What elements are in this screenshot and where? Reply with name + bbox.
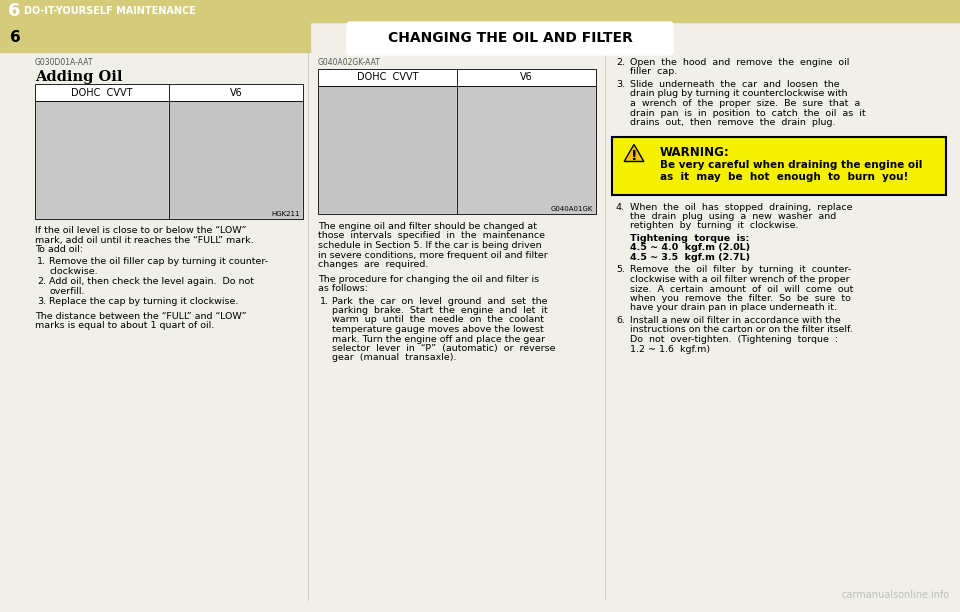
Text: The engine oil and filter should be changed at: The engine oil and filter should be chan… — [318, 222, 537, 231]
Text: schedule in Section 5. If the car is being driven: schedule in Section 5. If the car is bei… — [318, 241, 541, 250]
Text: HGK211: HGK211 — [272, 211, 300, 217]
Text: filler  cap.: filler cap. — [630, 67, 677, 76]
Text: Install a new oil filter in accordance with the: Install a new oil filter in accordance w… — [630, 316, 841, 325]
Bar — [170, 102, 302, 218]
Text: Slide  underneath  the  car  and  loosen  the: Slide underneath the car and loosen the — [630, 80, 840, 89]
Text: warm  up  until  the  needle  on  the  coolant: warm up until the needle on the coolant — [332, 316, 544, 324]
Text: Park  the  car  on  level  ground  and  set  the: Park the car on level ground and set the — [332, 296, 547, 305]
Text: mark, add oil until it reaches the “FULL” mark.: mark, add oil until it reaches the “FULL… — [35, 236, 253, 245]
Text: To add oil:: To add oil: — [35, 245, 83, 254]
Polygon shape — [624, 144, 644, 162]
Text: DO-IT-YOURSELF MAINTENANCE: DO-IT-YOURSELF MAINTENANCE — [24, 6, 196, 16]
Text: retighten  by  turning  it  clockwise.: retighten by turning it clockwise. — [630, 222, 799, 231]
Text: 6: 6 — [8, 2, 20, 20]
Text: drains  out,  then  remove  the  drain  plug.: drains out, then remove the drain plug. — [630, 118, 835, 127]
Text: 1.: 1. — [320, 296, 329, 305]
Text: 1.2 ~ 1.6  kgf.m): 1.2 ~ 1.6 kgf.m) — [630, 345, 710, 354]
Text: WARNING:: WARNING: — [660, 146, 730, 160]
Text: carmanualsonline.info: carmanualsonline.info — [842, 590, 950, 600]
Bar — [319, 87, 456, 213]
Bar — [612, 136, 946, 195]
Text: temperature gauge moves above the lowest: temperature gauge moves above the lowest — [332, 325, 543, 334]
Bar — [318, 86, 596, 214]
Text: Tightening  torque  is:: Tightening torque is: — [630, 234, 749, 243]
Text: 3.: 3. — [37, 297, 46, 307]
Text: Remove the oil filler cap by turning it counter-: Remove the oil filler cap by turning it … — [49, 258, 268, 266]
Text: V6: V6 — [520, 72, 533, 83]
Text: Do  not  over-tighten.  (Tightening  torque  :: Do not over-tighten. (Tightening torque … — [630, 335, 838, 344]
Text: Add oil, then check the level again.  Do not: Add oil, then check the level again. Do … — [49, 277, 254, 286]
Text: DOHC  CVVT: DOHC CVVT — [357, 72, 419, 83]
Text: 4.5 ~ 3.5  kgf.m (2.7L): 4.5 ~ 3.5 kgf.m (2.7L) — [630, 253, 750, 262]
Text: Be very careful when draining the engine oil: Be very careful when draining the engine… — [660, 160, 923, 170]
Bar — [35, 101, 303, 219]
Text: 2.: 2. — [616, 58, 625, 67]
Text: 2.: 2. — [37, 277, 46, 286]
Text: 6.: 6. — [616, 316, 625, 325]
Text: 4.: 4. — [616, 203, 625, 212]
Text: Adding Oil: Adding Oil — [35, 70, 123, 84]
Text: as  it  may  be  hot  enough  to  burn  you!: as it may be hot enough to burn you! — [660, 171, 908, 182]
Text: size.  A  certain  amount  of  oil  will  come  out: size. A certain amount of oil will come … — [630, 285, 853, 294]
Text: 5.: 5. — [616, 266, 625, 275]
Text: 1.: 1. — [37, 258, 46, 266]
Text: selector  lever  in  “P”  (automatic)  or  reverse: selector lever in “P” (automatic) or rev… — [332, 344, 556, 353]
Text: Remove  the  oil  filter  by  turning  it  counter-: Remove the oil filter by turning it coun… — [630, 266, 852, 275]
Text: If the oil level is close to or below the “LOW”: If the oil level is close to or below th… — [35, 226, 247, 235]
Bar — [0, 0, 960, 22]
Text: !: ! — [631, 149, 637, 163]
Bar — [318, 69, 596, 86]
Text: The procedure for changing the oil and filter is: The procedure for changing the oil and f… — [318, 275, 540, 283]
Text: when  you  remove  the  filter.  So  be  sure  to: when you remove the filter. So be sure t… — [630, 294, 851, 303]
Text: G040A02GK-AAT: G040A02GK-AAT — [318, 58, 381, 67]
Text: 6: 6 — [10, 29, 21, 45]
Text: CHANGING THE OIL AND FILTER: CHANGING THE OIL AND FILTER — [388, 31, 633, 45]
Text: V6: V6 — [229, 88, 242, 97]
Text: overfill.: overfill. — [49, 287, 84, 296]
Text: Replace the cap by turning it clockwise.: Replace the cap by turning it clockwise. — [49, 297, 238, 307]
Bar — [458, 87, 595, 213]
FancyBboxPatch shape — [347, 22, 673, 55]
Text: have your drain pan in place underneath it.: have your drain pan in place underneath … — [630, 304, 837, 313]
Text: Open  the  hood  and  remove  the  engine  oil: Open the hood and remove the engine oil — [630, 58, 850, 67]
Bar — [0, 22, 310, 52]
Text: 3.: 3. — [616, 80, 625, 89]
Text: as follows:: as follows: — [318, 284, 368, 293]
Text: gear  (manual  transaxle).: gear (manual transaxle). — [332, 354, 457, 362]
Text: G030D01A-AAT: G030D01A-AAT — [35, 58, 93, 67]
Text: 4.5 ~ 4.0  kgf.m (2.0L): 4.5 ~ 4.0 kgf.m (2.0L) — [630, 244, 750, 253]
Text: drain  pan  is  in  position  to  catch  the  oil  as  it: drain pan is in position to catch the oi… — [630, 108, 866, 118]
Text: those  intervals  specified  in  the  maintenance: those intervals specified in the mainten… — [318, 231, 545, 241]
Text: instructions on the carton or on the filter itself.: instructions on the carton or on the fil… — [630, 326, 852, 335]
Text: clockwise with a oil filter wrench of the proper: clockwise with a oil filter wrench of th… — [630, 275, 850, 284]
Text: DOHC  CVVT: DOHC CVVT — [71, 88, 132, 97]
Text: in severe conditions, more frequent oil and filter: in severe conditions, more frequent oil … — [318, 250, 548, 259]
Text: The distance between the “FULL” and “LOW”: The distance between the “FULL” and “LOW… — [35, 312, 247, 321]
Text: G040A01GK: G040A01GK — [551, 206, 593, 212]
Bar — [36, 102, 168, 218]
Text: changes  are  required.: changes are required. — [318, 260, 428, 269]
Text: mark. Turn the engine off and place the gear: mark. Turn the engine off and place the … — [332, 335, 545, 343]
Text: drain plug by turning it counterclockwise with: drain plug by turning it counterclockwis… — [630, 89, 848, 99]
Bar — [35, 84, 303, 101]
Text: marks is equal to about 1 quart of oil.: marks is equal to about 1 quart of oil. — [35, 321, 214, 330]
Text: When  the  oil  has  stopped  draining,  replace: When the oil has stopped draining, repla… — [630, 203, 852, 212]
Text: the  drain  plug  using  a  new  washer  and: the drain plug using a new washer and — [630, 212, 836, 221]
Text: clockwise.: clockwise. — [49, 267, 98, 276]
Text: parking  brake.  Start  the  engine  and  let  it: parking brake. Start the engine and let … — [332, 306, 548, 315]
Text: a  wrench  of  the  proper  size.  Be  sure  that  a: a wrench of the proper size. Be sure tha… — [630, 99, 860, 108]
